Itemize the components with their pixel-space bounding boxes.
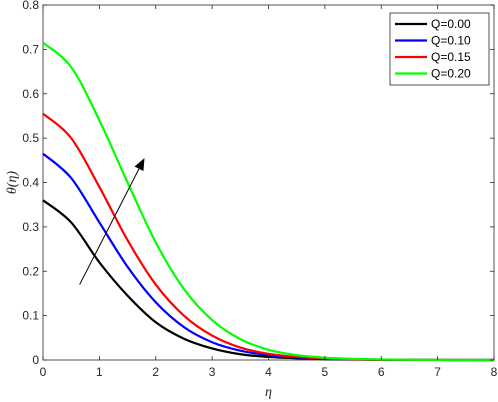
x-tick-label: 3 [209, 365, 216, 379]
y-tick-label: 0.7 [22, 42, 39, 56]
legend-label-1: Q=0.10 [431, 34, 471, 48]
y-tick-label: 0.1 [22, 309, 39, 323]
x-tick-label: 6 [378, 365, 385, 379]
x-tick-label: 0 [40, 365, 47, 379]
y-tick-label: 0 [32, 353, 39, 367]
ticks-layer: 0 1 2 3 4 5 6 7 8 0 0.1 0.2 0.3 0.4 0.5 0.6 0.7 0.8 [22, 0, 497, 379]
legend-label-0: Q=0.00 [431, 17, 471, 31]
y-tick-label: 0.8 [22, 0, 39, 12]
annotation-layer [79, 158, 145, 285]
arrow-shaft [79, 168, 140, 285]
y-tick-label: 0.3 [22, 220, 39, 234]
y-tick-label: 0.2 [22, 264, 39, 278]
x-tick-label: 5 [322, 365, 329, 379]
x-tick-label: 8 [491, 365, 498, 379]
x-tick-label: 1 [96, 365, 103, 379]
legend: Q=0.00 Q=0.10 Q=0.15 Q=0.20 [389, 12, 490, 86]
series-line-3 [42, 41, 495, 362]
y-tick-label: 0.6 [22, 87, 39, 101]
legend-label-2: Q=0.15 [431, 50, 471, 64]
y-axis-label: θ(η) [5, 171, 20, 194]
y-tick-label: 0.4 [22, 176, 39, 190]
x-tick-label: 4 [265, 365, 272, 379]
legend-label-3: Q=0.20 [431, 67, 471, 81]
arrow-head [134, 158, 145, 172]
x-tick-label: 2 [152, 365, 159, 379]
x-axis-label: η [265, 385, 272, 400]
y-tick-label: 0.5 [22, 131, 39, 145]
x-tick-label: 7 [434, 365, 441, 379]
